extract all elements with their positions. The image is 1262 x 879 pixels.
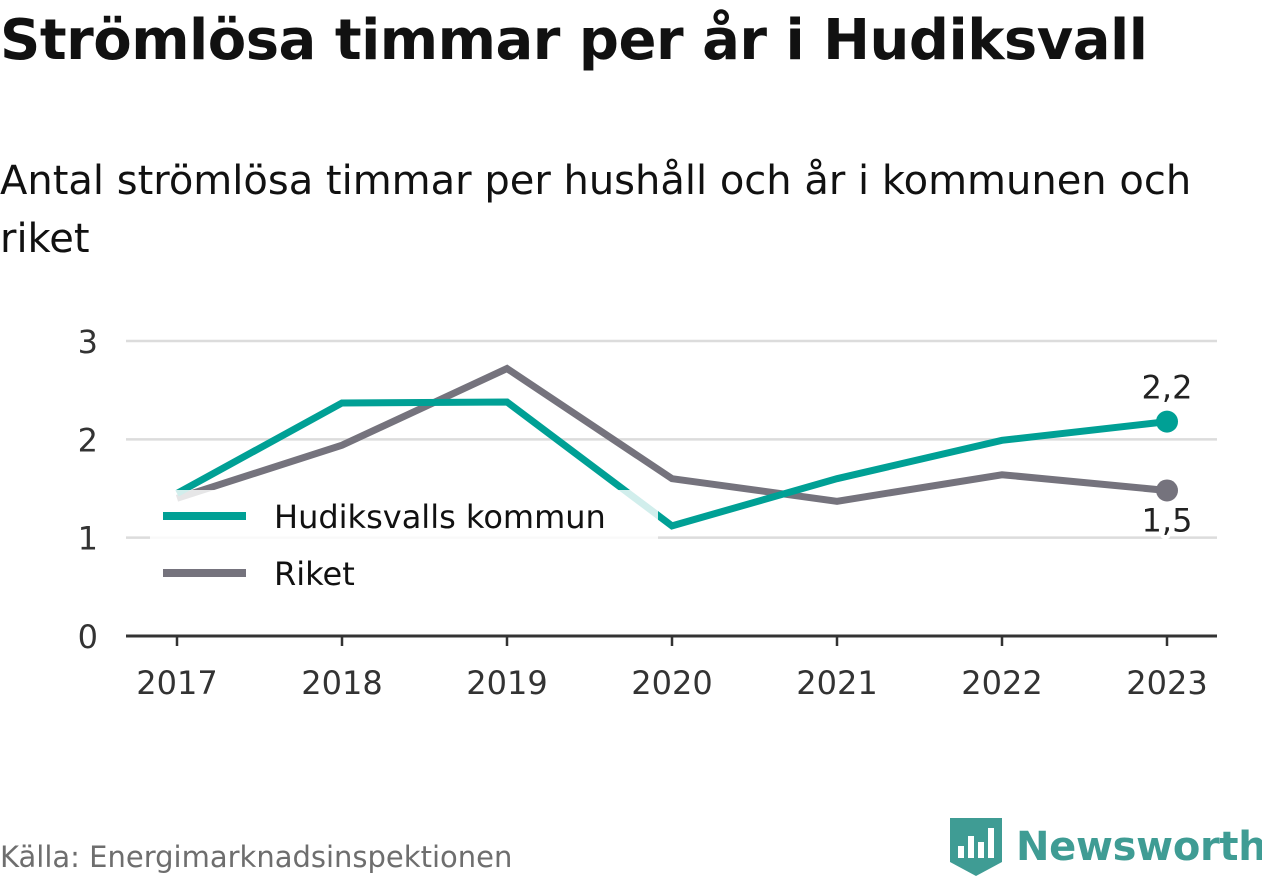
chart-title: Strömlösa timmar per år i Hudiksvall <box>0 8 1148 73</box>
series-end-point <box>1156 410 1178 433</box>
end-value-label: 1,5 <box>1142 501 1193 539</box>
series-line <box>175 364 1168 505</box>
series-end-point <box>1156 479 1178 502</box>
legend-label: Hudiksvalls kommun <box>274 498 606 536</box>
x-tick-label: 2017 <box>136 664 217 702</box>
series-line <box>175 398 1168 530</box>
legend-label: Riket <box>274 555 355 593</box>
brand-name: Newsworthy <box>1016 824 1262 870</box>
legend-background <box>150 490 658 602</box>
y-tick-label: 3 <box>78 323 98 361</box>
y-tick-label: 1 <box>78 520 98 558</box>
x-tick-label: 2020 <box>631 664 712 702</box>
end-value-label: 2,2 <box>1142 369 1193 407</box>
x-tick-label: 2022 <box>961 664 1042 702</box>
brand-logo: Newsworthy <box>950 818 1262 876</box>
newsworthy-bar-chart-icon <box>950 818 1002 876</box>
chart-subtitle: Antal strömlösa timmar per hushåll och å… <box>0 158 1192 262</box>
y-tick-label: 0 <box>78 618 98 656</box>
x-tick-label: 2023 <box>1126 664 1207 702</box>
y-tick-label: 2 <box>78 421 98 459</box>
x-tick-label: 2021 <box>796 664 877 702</box>
source-note: Källa: Energimarknadsinspektionen <box>0 840 513 874</box>
line-chart: 0 1 2 3 2017 2018 2019 2020 2021 2022 2023 Hudiksv… <box>78 323 1217 702</box>
x-tick-label: 2019 <box>466 664 547 702</box>
x-tick-label: 2018 <box>301 664 382 702</box>
